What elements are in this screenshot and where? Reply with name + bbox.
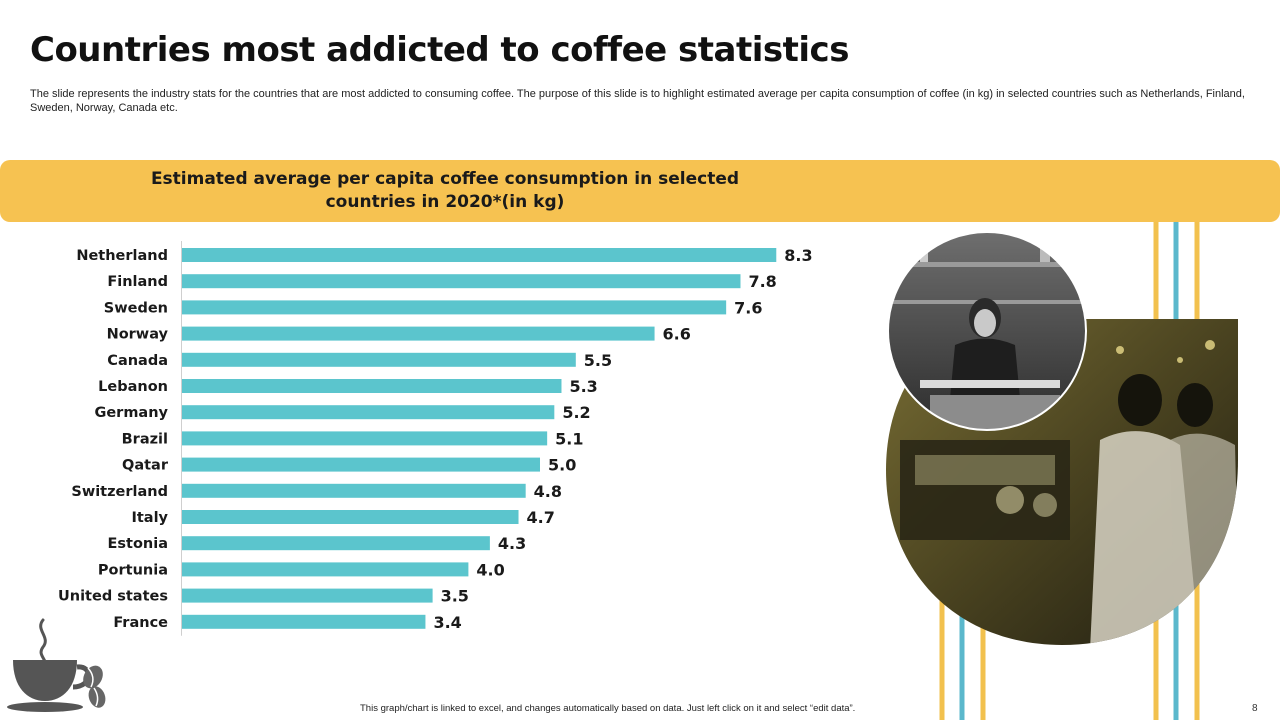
page-title: Countries most addicted to coffee statis… [30,30,849,70]
chart-title-line-2: countries in 2020*(in kg) [325,192,565,212]
page-subtitle: The slide represents the industry stats … [30,88,1245,114]
category-label: France [113,615,168,631]
page-number: 8 [1252,703,1258,714]
bar[interactable] [182,300,727,315]
bar[interactable] [182,431,548,446]
bar[interactable] [182,326,655,341]
data-label: 7.6 [734,298,762,317]
data-label: 6.6 [663,325,691,344]
data-label: 5.5 [584,351,612,370]
coffee-beans-icon [83,665,106,708]
category-label: Germany [94,405,168,421]
bar[interactable] [182,405,555,420]
data-label: 3.4 [433,613,461,632]
category-label: Qatar [122,458,169,474]
data-label: 5.3 [569,377,597,396]
bar[interactable] [182,457,540,472]
chart-title-banner: Estimated average per capita coffee cons… [0,160,1280,222]
chart-title: Estimated average per capita coffee cons… [130,168,760,214]
data-label: 5.1 [555,429,583,448]
footnote: This graph/chart is linked to excel, and… [360,703,856,714]
bar-chart[interactable]: Netherland 8.3 Finland 7.8 Sweden 7.6 Norway 6.… [0,230,860,660]
category-label: Italy [131,510,168,526]
bar[interactable] [182,536,490,551]
category-label: Lebanon [98,379,168,395]
category-label: Netherland [76,248,168,264]
data-label: 4.0 [476,560,504,579]
bar[interactable] [182,614,426,629]
bar[interactable] [182,483,526,498]
category-label: Brazil [122,431,168,447]
data-label: 4.3 [498,534,526,553]
category-label: Norway [107,327,169,343]
bar[interactable] [182,248,777,262]
bar[interactable] [182,352,576,367]
category-label: United states [58,589,168,605]
bar[interactable] [182,562,469,577]
data-label: 4.8 [534,482,562,501]
coffee-cup-icon [7,618,106,712]
data-label: 8.3 [784,246,812,265]
category-label: Canada [107,353,168,369]
category-label: Estonia [107,536,168,552]
bar[interactable] [182,510,519,524]
data-label: 3.5 [441,587,469,606]
data-label: 4.7 [527,508,555,527]
category-label: Switzerland [71,484,168,500]
data-label: 7.8 [748,272,776,291]
category-label: Sweden [104,300,168,316]
category-label: Portunia [98,562,168,578]
bar[interactable] [182,274,741,289]
data-label: 5.2 [562,403,590,422]
bar[interactable] [182,379,562,393]
data-label: 5.0 [548,456,576,475]
category-label: Finland [107,274,168,290]
barista-photo-small [888,232,1086,430]
bar[interactable] [182,588,433,603]
chart-title-line-1: Estimated average per capita coffee cons… [150,169,740,189]
